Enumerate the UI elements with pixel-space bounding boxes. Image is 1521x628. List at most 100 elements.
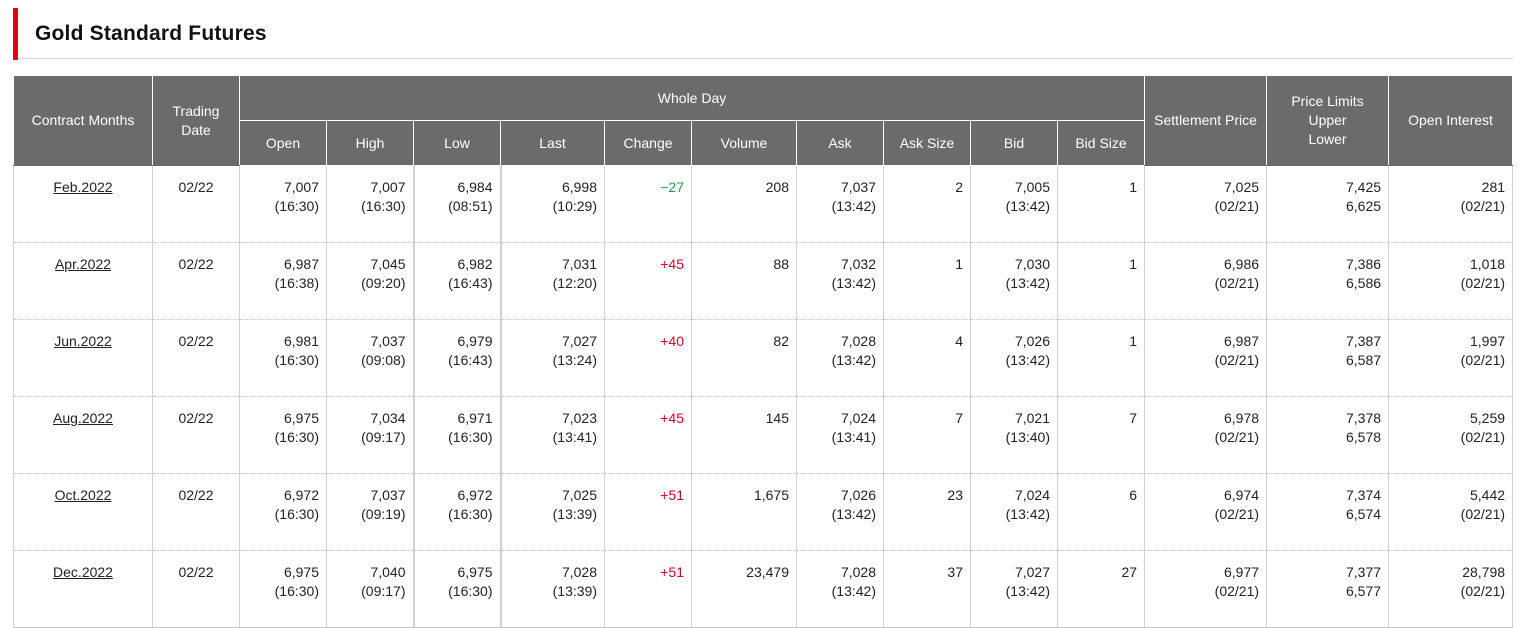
open-interest-date: (02/21) bbox=[1460, 583, 1506, 599]
last-cell: 6,998 (10:29) bbox=[499, 165, 605, 243]
ask-size-cell: 1 bbox=[883, 242, 971, 320]
high-time: (09:20) bbox=[361, 275, 406, 291]
low-time: (16:43) bbox=[448, 275, 493, 291]
open-time: (16:30) bbox=[274, 429, 319, 445]
settlement-cell: 7,025 (02/21) bbox=[1144, 165, 1268, 243]
ask-value: 7,037 bbox=[840, 179, 876, 195]
ask-time: (13:42) bbox=[831, 198, 876, 214]
change-cell: +45 bbox=[604, 242, 692, 320]
last-time: (13:41) bbox=[552, 429, 597, 445]
low-cell: 6,979 (16:43) bbox=[412, 319, 501, 397]
high-value: 7,045 bbox=[370, 256, 406, 272]
header-open: Open bbox=[239, 120, 327, 166]
price-limits-cell: 7,377 6,577 bbox=[1266, 550, 1390, 628]
ask-size-value: 23 bbox=[947, 487, 963, 503]
trading-date-cell: 02/22 bbox=[152, 165, 240, 243]
price-limit-lower: 6,586 bbox=[1345, 275, 1382, 291]
ask-size-cell: 2 bbox=[883, 165, 971, 243]
volume-value: 208 bbox=[765, 179, 789, 195]
high-cell: 7,045 (09:20) bbox=[326, 242, 414, 320]
settlement-cell: 6,974 (02/21) bbox=[1144, 473, 1268, 551]
high-value: 7,037 bbox=[370, 487, 406, 503]
open-interest-date: (02/21) bbox=[1460, 198, 1506, 214]
contract-month-link[interactable]: Oct.2022 bbox=[54, 487, 112, 503]
last-time: (13:39) bbox=[552, 506, 597, 522]
open-interest-value: 1,018 bbox=[1469, 256, 1506, 272]
settlement-date: (02/21) bbox=[1214, 198, 1260, 214]
volume-value: 1,675 bbox=[753, 487, 789, 503]
open-value: 6,972 bbox=[283, 487, 319, 503]
ask-time: (13:41) bbox=[831, 429, 876, 445]
low-time: (08:51) bbox=[448, 198, 493, 214]
settlement-date: (02/21) bbox=[1214, 583, 1260, 599]
ask-cell: 7,026 (13:42) bbox=[796, 473, 884, 551]
low-value: 6,982 bbox=[457, 256, 493, 272]
high-time: (16:30) bbox=[361, 198, 406, 214]
table-row: Dec.2022 02/22 6,975 (16:30) 7,040 (09:17)… bbox=[13, 550, 1514, 628]
bid-time: (13:40) bbox=[1005, 429, 1050, 445]
last-time: (10:29) bbox=[552, 198, 597, 214]
header-low: Low bbox=[413, 120, 501, 166]
last-cell: 7,027 (13:24) bbox=[499, 319, 605, 397]
contract-month-link[interactable]: Aug.2022 bbox=[53, 410, 113, 426]
low-cell: 6,975 (16:30) bbox=[412, 550, 501, 628]
low-cell: 6,982 (16:43) bbox=[412, 242, 501, 320]
price-limits-cell: 7,386 6,586 bbox=[1266, 242, 1390, 320]
header-settlement-price: Settlement Price bbox=[1144, 75, 1268, 166]
header-change: Change bbox=[604, 120, 692, 166]
open-interest-cell: 281 (02/21) bbox=[1388, 165, 1514, 243]
header-trading-date-line1: Trading bbox=[172, 102, 220, 119]
contract-month-link[interactable]: Apr.2022 bbox=[54, 256, 112, 272]
contract-month-cell: Aug.2022 bbox=[13, 396, 153, 474]
bid-size-cell: 6 bbox=[1056, 473, 1146, 551]
title-accent-bar bbox=[13, 8, 18, 60]
ask-value: 7,026 bbox=[840, 487, 876, 503]
contract-month-link[interactable]: Jun.2022 bbox=[54, 333, 112, 349]
last-value: 7,031 bbox=[561, 256, 597, 272]
ask-cell: 7,028 (13:42) bbox=[796, 319, 884, 397]
bid-size-value: 1 bbox=[1129, 256, 1138, 272]
price-limit-upper: 7,425 bbox=[1345, 179, 1382, 195]
last-value: 6,998 bbox=[561, 179, 597, 195]
header-contract-months: Contract Months bbox=[13, 75, 153, 166]
high-value: 7,007 bbox=[370, 179, 406, 195]
high-cell: 7,034 (09:17) bbox=[326, 396, 414, 474]
high-time: (09:19) bbox=[361, 506, 406, 522]
price-limits-cell: 7,425 6,625 bbox=[1266, 165, 1390, 243]
ask-size-value: 4 bbox=[955, 333, 963, 349]
trading-date-cell: 02/22 bbox=[152, 550, 240, 628]
last-cell: 7,025 (13:39) bbox=[499, 473, 605, 551]
contract-month-cell: Oct.2022 bbox=[13, 473, 153, 551]
contract-month-link[interactable]: Feb.2022 bbox=[53, 179, 113, 195]
header-last: Last bbox=[500, 120, 605, 166]
trading-date-cell: 02/22 bbox=[152, 242, 240, 320]
open-interest-value: 281 bbox=[1481, 179, 1506, 195]
settlement-cell: 6,977 (02/21) bbox=[1144, 550, 1268, 628]
bid-size-value: 6 bbox=[1129, 487, 1138, 503]
contract-month-link[interactable]: Dec.2022 bbox=[53, 564, 113, 580]
header-open-interest: Open Interest bbox=[1388, 75, 1514, 166]
volume-value: 88 bbox=[773, 256, 789, 272]
price-limit-lower: 6,587 bbox=[1345, 352, 1382, 368]
bid-size-value: 7 bbox=[1129, 410, 1138, 426]
bid-cell: 7,027 (13:42) bbox=[970, 550, 1058, 628]
header-price-limits-upper: Upper bbox=[1308, 112, 1347, 128]
change-value: +45 bbox=[660, 256, 684, 272]
settlement-value: 6,974 bbox=[1223, 487, 1260, 503]
price-limit-lower: 6,578 bbox=[1345, 429, 1382, 445]
settlement-date: (02/21) bbox=[1214, 275, 1260, 291]
ask-size-cell: 37 bbox=[883, 550, 971, 628]
volume-value: 82 bbox=[773, 333, 789, 349]
bid-size-cell: 1 bbox=[1056, 242, 1146, 320]
high-value: 7,034 bbox=[370, 410, 406, 426]
bid-cell: 7,026 (13:42) bbox=[970, 319, 1058, 397]
header-ask-size: Ask Size bbox=[883, 120, 971, 166]
high-cell: 7,040 (09:17) bbox=[326, 550, 414, 628]
open-interest-cell: 5,259 (02/21) bbox=[1388, 396, 1514, 474]
open-cell: 6,987 (16:38) bbox=[239, 242, 327, 320]
open-time: (16:30) bbox=[274, 506, 319, 522]
bid-value: 7,030 bbox=[1014, 256, 1050, 272]
bid-value: 7,021 bbox=[1014, 410, 1050, 426]
low-time: (16:30) bbox=[448, 583, 493, 599]
last-value: 7,027 bbox=[561, 333, 597, 349]
